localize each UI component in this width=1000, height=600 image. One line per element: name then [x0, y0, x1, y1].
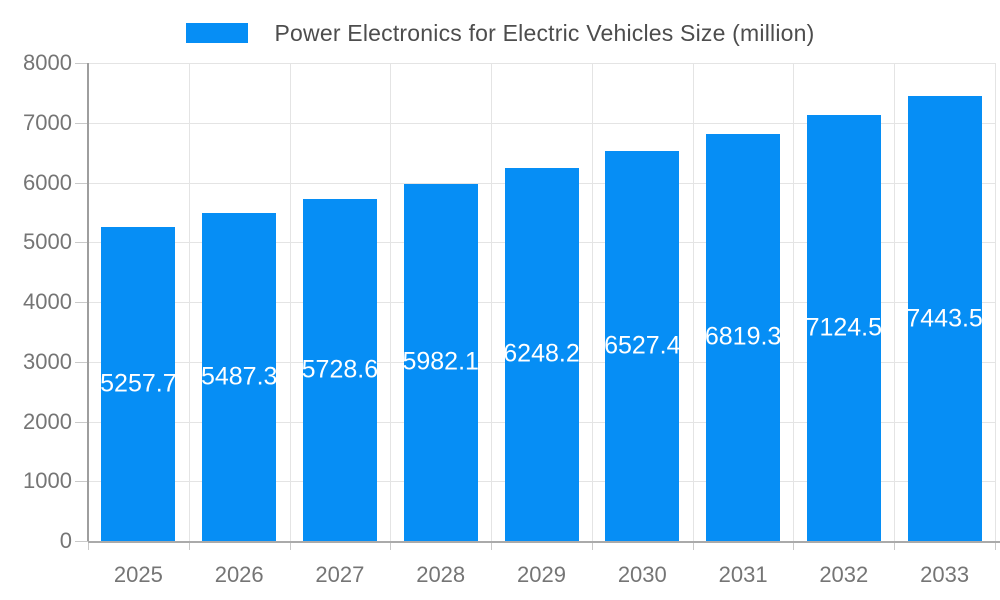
y-axis-label: 7000: [23, 110, 72, 135]
x-axis-tick: [995, 541, 996, 550]
x-axis-label: 2028: [416, 562, 466, 587]
y-axis-label: 5000: [23, 229, 72, 254]
y-axis-label: 6000: [23, 170, 72, 195]
y-axis-tick: [75, 63, 88, 64]
x-axis-tick: [390, 541, 391, 550]
y-axis-label: 1000: [23, 468, 72, 493]
legend-color-swatch: [185, 23, 248, 43]
v-gridline: [894, 63, 895, 541]
y-axis-line: [87, 63, 89, 541]
x-axis-label: 2030: [617, 562, 667, 587]
x-axis-tick: [894, 541, 895, 550]
bar: 6527.4: [604, 151, 681, 541]
x-axis-tick: [693, 541, 694, 550]
v-gridline: [491, 63, 492, 541]
bar-value-label: 5487.3: [200, 362, 278, 391]
v-gridline: [290, 63, 291, 541]
y-axis-tick: [75, 242, 88, 243]
bar: 5487.3: [200, 213, 278, 541]
v-gridline: [693, 63, 694, 541]
legend: Power Electronics for Electric Vehicles …: [0, 19, 1000, 47]
bar-value-label: 7124.5: [805, 313, 883, 342]
x-axis-tick: [189, 541, 190, 550]
chart-title: Power Electronics for Electric Vehicles …: [274, 19, 815, 46]
bar: 5257.7: [100, 226, 177, 541]
y-axis-label: 8000: [23, 50, 72, 75]
x-axis-label: 2033: [920, 562, 970, 587]
x-axis-label: 2032: [819, 562, 869, 587]
bar: 6819.3: [704, 133, 782, 541]
v-gridline: [189, 63, 190, 541]
x-axis-tick: [491, 541, 492, 550]
bar-value-label: 5728.6: [301, 355, 379, 384]
y-axis-tick: [75, 183, 88, 184]
h-gridline: [88, 63, 995, 64]
y-axis-tick: [75, 422, 88, 423]
v-gridline: [995, 63, 996, 541]
x-axis-tick: [793, 541, 794, 550]
y-axis-tick: [75, 123, 88, 124]
v-gridline: [592, 63, 593, 541]
bar: 5728.6: [301, 198, 379, 541]
h-gridline: [88, 123, 995, 124]
y-axis-label: 0: [59, 528, 72, 553]
y-axis-tick: [75, 362, 88, 363]
y-axis-label: 4000: [23, 289, 72, 314]
bar-value-label: 6527.4: [604, 331, 681, 360]
v-gridline: [390, 63, 391, 541]
bar-value-label: 7443.5: [906, 304, 983, 333]
v-gridline: [793, 63, 794, 541]
x-axis-label: 2029: [517, 562, 566, 587]
y-axis-tick: [75, 481, 88, 482]
y-axis-tick: [75, 302, 88, 303]
y-axis-tick: [75, 541, 88, 542]
y-axis-label: 2000: [23, 409, 72, 434]
x-axis-label: 2031: [718, 562, 768, 587]
x-axis-tick: [290, 541, 291, 550]
x-axis-tick: [88, 541, 89, 550]
x-axis-line: [88, 541, 1000, 543]
x-axis-label: 2026: [214, 562, 264, 587]
bar: 7443.5: [906, 96, 983, 541]
bar-value-label: 5257.7: [100, 369, 177, 398]
x-axis-tick: [592, 541, 593, 550]
bar: 6248.2: [503, 167, 580, 541]
bar-value-label: 6248.2: [503, 339, 580, 368]
x-axis-label: 2027: [315, 562, 365, 587]
y-axis-label: 3000: [23, 349, 72, 374]
bar-value-label: 6819.3: [704, 322, 782, 351]
bar: 7124.5: [805, 115, 883, 541]
bar-value-label: 5982.1: [402, 347, 479, 376]
x-axis-label: 2025: [113, 562, 163, 587]
bar: 5982.1: [402, 183, 479, 541]
